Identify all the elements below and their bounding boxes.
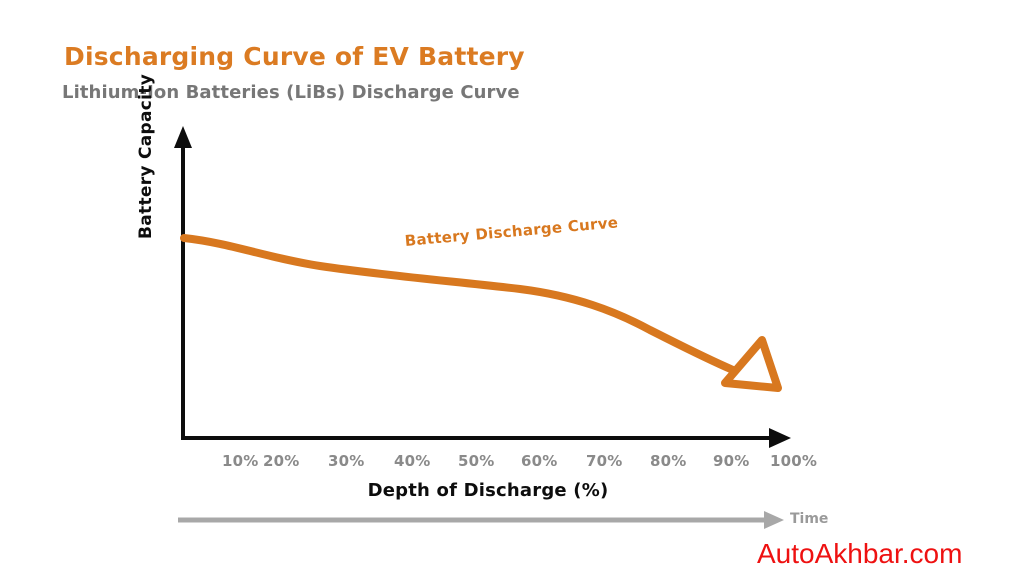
x-tick-label-40: 40% (394, 452, 431, 470)
x-tick-label-80: 80% (650, 452, 687, 470)
page-subtitle: Lithium-Ion Batteries (LiBs) Discharge C… (62, 82, 520, 103)
x-tick-label-60: 60% (521, 452, 558, 470)
x-tick-label-10: 10% (222, 452, 259, 470)
y-axis (174, 126, 192, 440)
x-axis-label: Depth of Discharge (%) (367, 480, 609, 501)
page-title: Discharging Curve of EV Battery (64, 42, 525, 71)
y-axis-arrow-icon (174, 126, 192, 148)
x-tick-label-20: 20% (263, 452, 300, 470)
watermark: AutoAkhbar.com (757, 538, 963, 569)
x-tick-label-30: 30% (328, 452, 365, 470)
time-axis-label: Time (790, 511, 829, 527)
curve-arrowhead-icon (721, 336, 782, 392)
x-axis-arrow-icon (769, 428, 791, 448)
x-tick-label-70: 70% (586, 452, 623, 470)
x-axis (183, 428, 791, 448)
x-tick-label-100: 100% (770, 452, 818, 470)
discharge-curve (180, 234, 782, 392)
time-arrow (178, 511, 784, 529)
x-tick-label-50: 50% (458, 452, 495, 470)
y-axis-label: Battery Capacity (136, 73, 156, 239)
time-arrow-icon (764, 511, 784, 529)
x-tick-label-90: 90% (713, 452, 750, 470)
